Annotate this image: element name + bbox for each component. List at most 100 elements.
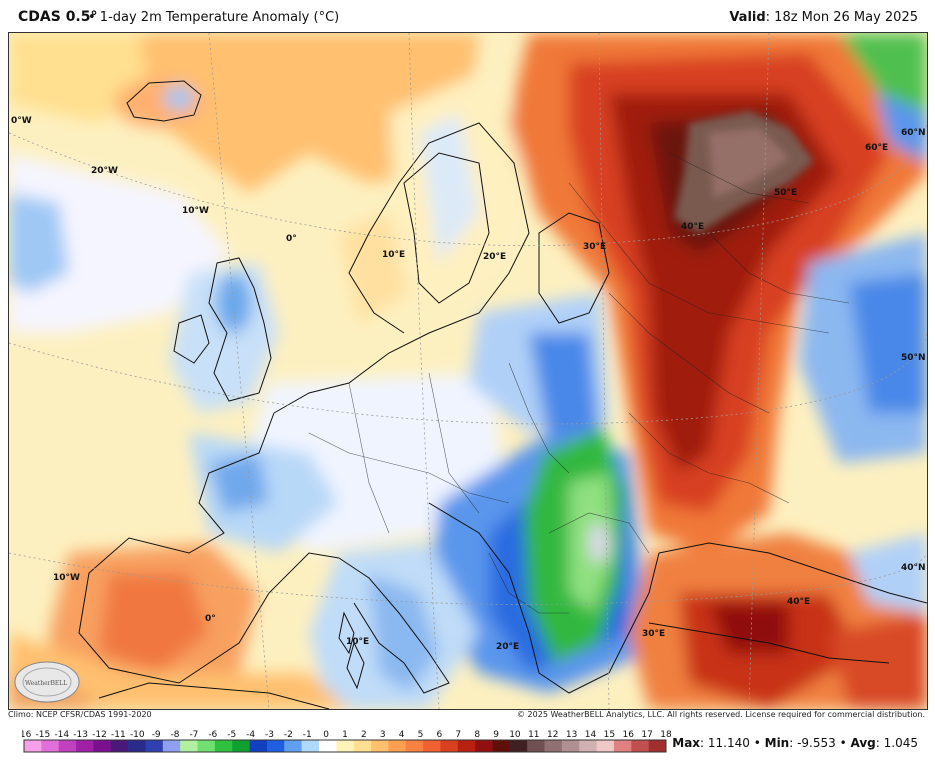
colorbar-swatch (475, 740, 493, 752)
colorbar-tick-label: -8 (171, 730, 180, 740)
product-title: • 1-day 2m Temperature Anomaly (°C) (88, 10, 340, 25)
colorbar-frame (23, 739, 667, 753)
grid-label: 10°W (53, 573, 80, 583)
colorbar-swatch (145, 740, 164, 752)
climo-credit: Climo: NCEP CFSR/CDAS 1991-2020 (8, 710, 152, 719)
colorbar-ticks: -16-15-14-13-12-11-10-9-8-7-6-5-4-3-2-10… (22, 730, 672, 740)
colorbar-swatch (388, 740, 407, 752)
max-anomaly-core (674, 111, 814, 233)
graticule (9, 33, 927, 709)
colorbar-tick-label: 8 (474, 730, 480, 740)
colorbar-tick-label: 7 (455, 730, 461, 740)
max-label: Max (672, 736, 701, 750)
stats-separator: • (749, 736, 765, 750)
max-value: : 11.140 (700, 736, 750, 750)
colorbar-tick-label: 1 (342, 730, 348, 740)
grid-label: 30°E (642, 629, 665, 639)
avg-value: : 1.045 (875, 736, 918, 750)
colorbar-tick-label: 11 (528, 730, 539, 740)
colorbar-tick-label: -6 (208, 730, 217, 740)
grid-label: 40°E (787, 597, 810, 607)
colorbar-tick-label: 12 (547, 730, 558, 740)
stats-separator: • (835, 736, 851, 750)
colorbar-tick-label: -16 (22, 730, 32, 740)
colorbar-swatch (197, 740, 216, 752)
colorbar-tick-label: -3 (265, 730, 274, 740)
colorbar-swatch (527, 740, 545, 752)
colorbar-tick-label: -14 (54, 730, 69, 740)
grid-label: 20°E (496, 642, 519, 652)
grid-label: 10°W (182, 206, 209, 216)
field-stats: Max: 11.140 • Min: -9.553 • Avg: 1.045 (672, 736, 918, 750)
colorbar-tick-label: 15 (604, 730, 615, 740)
grid-label: 0° (286, 234, 297, 244)
colorbar-swatch (509, 740, 528, 752)
colorbar-tick-label: -7 (189, 730, 198, 740)
colorbar-swatch (24, 740, 42, 752)
colorbar-tick-label: 3 (380, 730, 386, 740)
colorbar-tick-label: 18 (660, 730, 672, 740)
colorbar-swatch (76, 740, 94, 752)
colorbar-swatches (23, 739, 667, 753)
colorbar-tick-label: 14 (585, 730, 597, 740)
grid-labels: 0°W 20°W 10°W 0° 10°E 20°E 30°E 40°E 50°… (11, 116, 926, 652)
colorbar-tick-label: 9 (493, 730, 499, 740)
colorbar-swatch (41, 740, 59, 752)
colorbar-swatch (561, 740, 580, 752)
valid-value: : 18z Mon 26 May 2025 (765, 10, 918, 25)
grid-label: 10°E (346, 637, 369, 647)
colorbar-tick-label: 13 (566, 730, 577, 740)
colorbar-tick-label: 16 (623, 730, 635, 740)
grid-label: 10°E (382, 250, 405, 260)
grid-label: 50°N (901, 353, 926, 363)
colorbar-tick-label: 4 (399, 730, 405, 740)
grid-label: 50°E (774, 188, 797, 198)
min-label: Min (764, 736, 790, 750)
colorbar-tick-label: -9 (152, 730, 161, 740)
grid-label: 0° (205, 614, 216, 624)
valid-time: Valid: 18z Mon 26 May 2025 (729, 10, 918, 25)
colorbar-swatch (93, 740, 112, 752)
colorbar-tick-label: -4 (246, 730, 255, 740)
grid-label: 60°E (865, 143, 888, 153)
anomaly-map[interactable]: 0°W 20°W 10°W 0° 10°E 20°E 30°E 40°E 50°… (8, 32, 928, 710)
colorbar: -16-15-14-13-12-11-10-9-8-7-6-5-4-3-2-10… (22, 730, 672, 753)
colorbar-swatch (579, 740, 597, 752)
copyright-credit: © 2025 WeatherBELL Analytics, LLC. All r… (517, 710, 925, 719)
coastlines (78, 80, 927, 709)
colorbar-swatch (266, 740, 285, 752)
colorbar-swatch (423, 740, 441, 752)
colorbar-swatch (544, 740, 563, 752)
colorbar-tick-label: 2 (361, 730, 367, 740)
colorbar-tick-label: 17 (641, 730, 652, 740)
colorbar-swatch (249, 740, 268, 752)
colorbar-swatch (405, 740, 424, 752)
colorbar-swatch (318, 740, 337, 752)
colorbar-swatch (284, 740, 302, 752)
country-borders (308, 152, 850, 614)
colorbar-tick-label: -15 (36, 730, 51, 740)
colorbar-swatch (613, 740, 632, 752)
colorbar-swatch (336, 740, 354, 752)
colorbar-swatch (232, 740, 250, 752)
model-title: CDAS 0.5° (18, 9, 98, 25)
colorbar-tick-label: 0 (323, 730, 329, 740)
grid-label: 0°W (11, 116, 32, 126)
colorbar-tick-label: -1 (303, 730, 312, 740)
colorbar-swatch (128, 740, 146, 752)
colorbar-swatch (110, 740, 129, 752)
valid-label: Valid (729, 10, 766, 25)
grid-label: 20°E (483, 252, 506, 262)
logo-text: WeatherBELL (25, 680, 67, 687)
grid-label: 30°E (583, 242, 606, 252)
weatherbell-logo: WeatherBELL (14, 661, 80, 703)
colorbar-tick-label: 10 (509, 730, 521, 740)
colorbar-tick-label: 5 (418, 730, 424, 740)
colorbar-swatch (492, 740, 511, 752)
colorbar-swatch (457, 740, 476, 752)
colorbar-swatch (162, 740, 181, 752)
colorbar-swatch (301, 740, 320, 752)
colorbar-tick-label: -11 (111, 730, 126, 740)
grid-label: 40°N (901, 563, 926, 573)
colorbar-tick-label: -10 (130, 730, 145, 740)
